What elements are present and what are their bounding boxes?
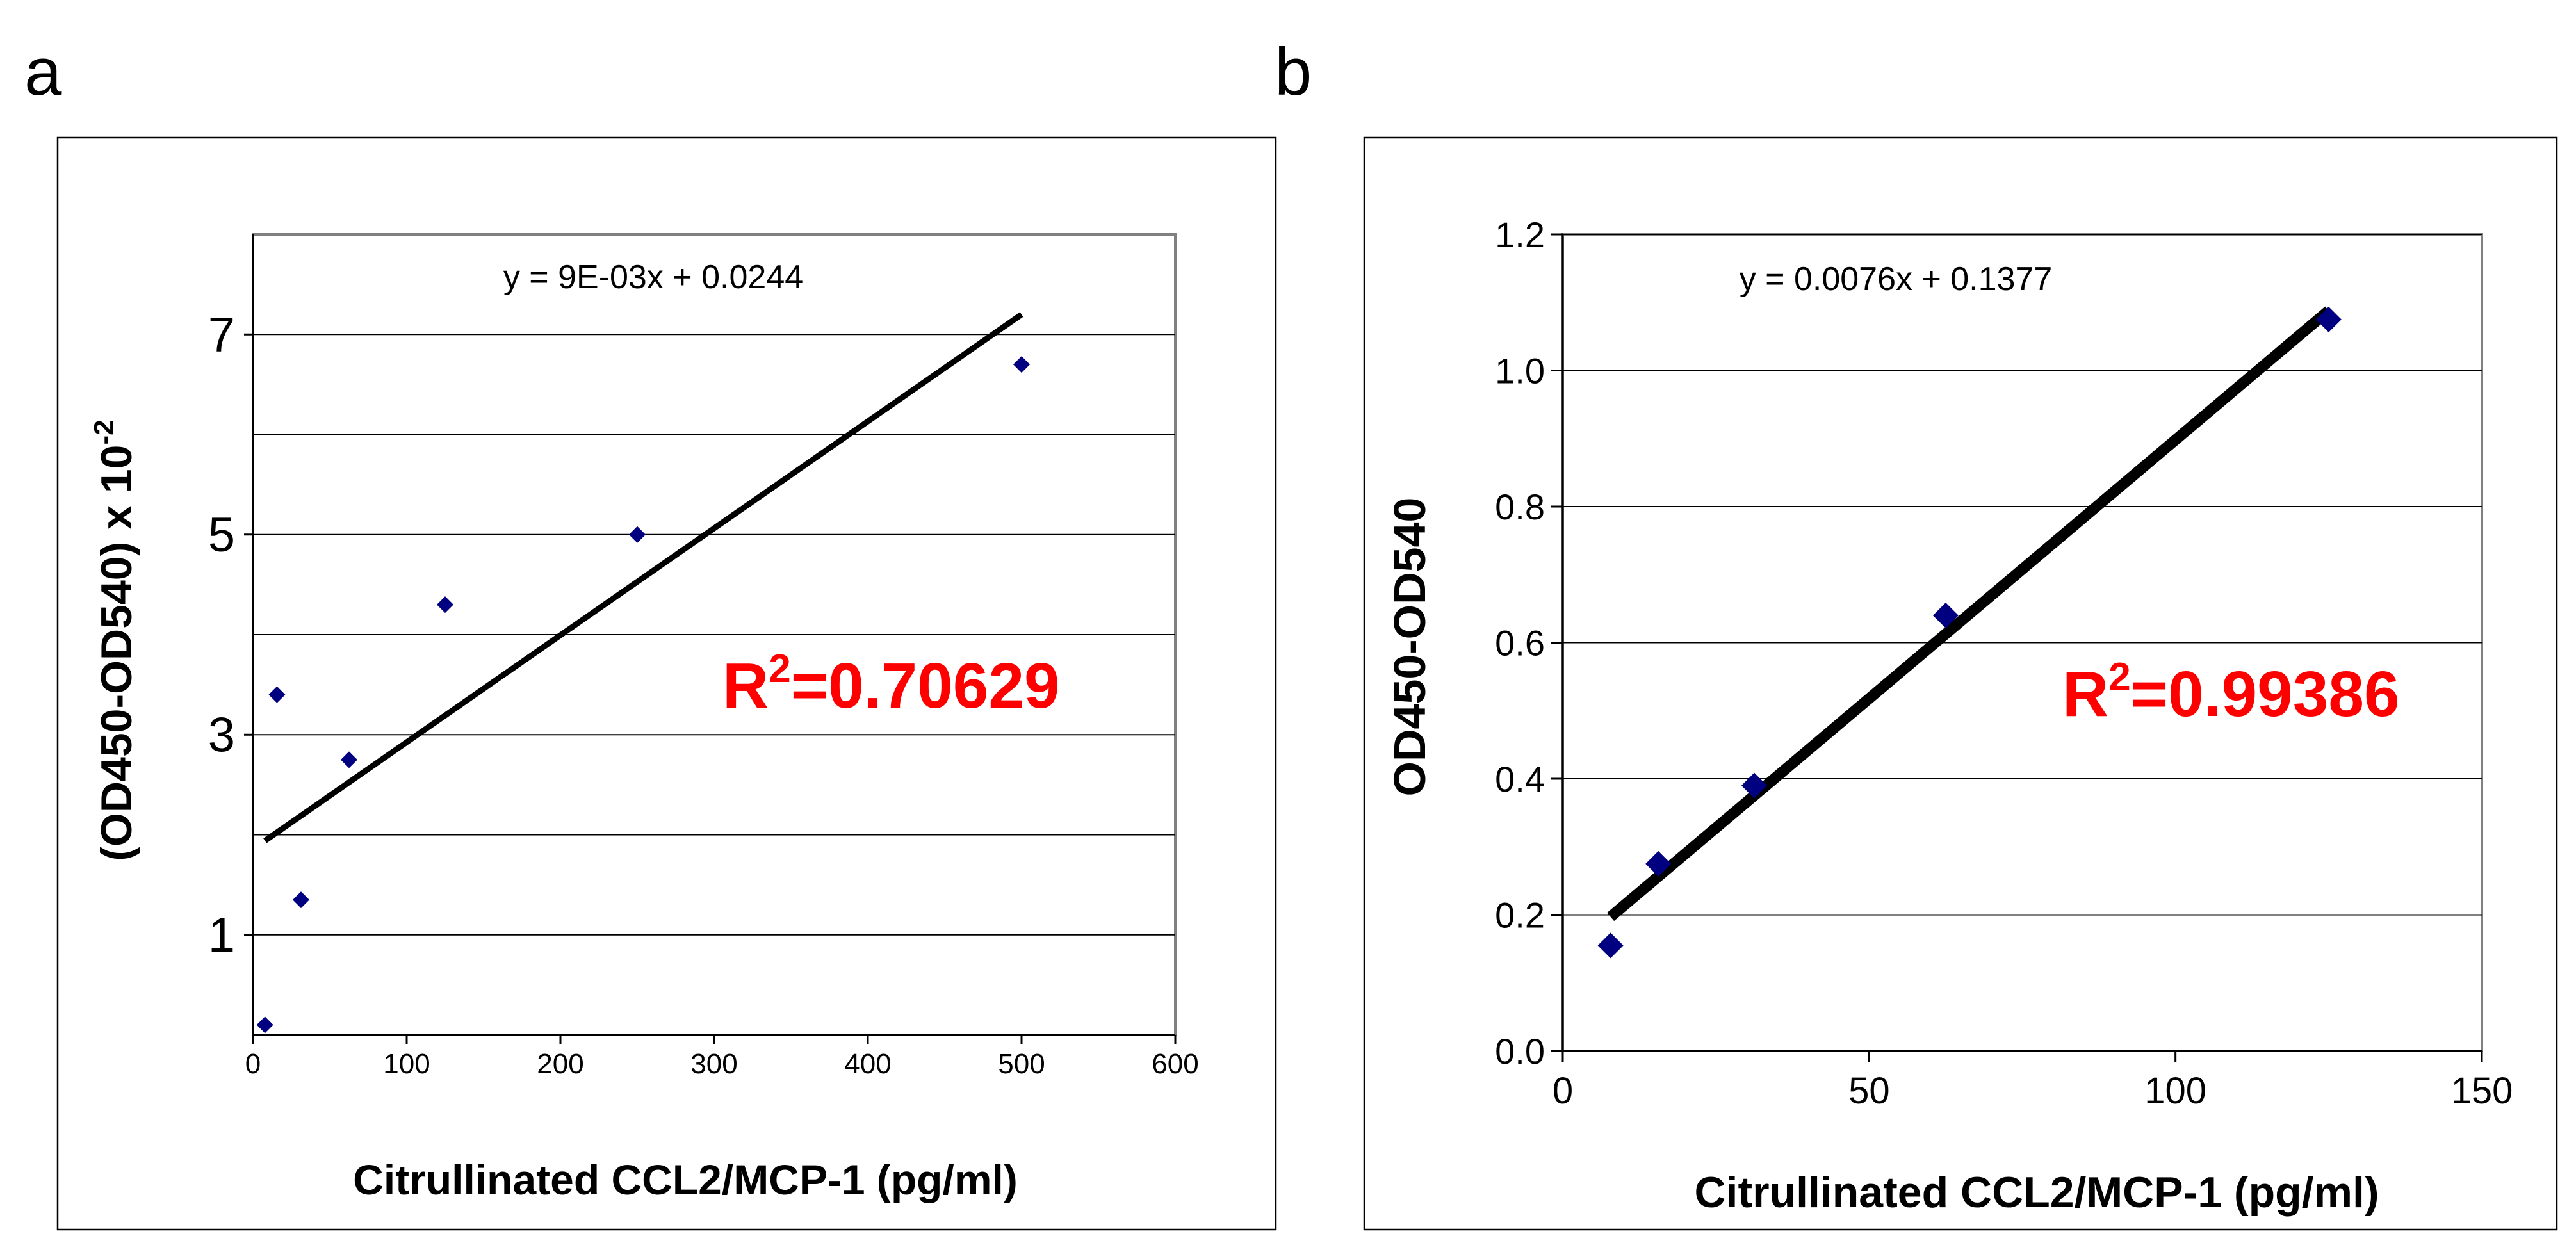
panel-a-x-ticks: 0 100 200 300 400 500 600: [245, 1035, 1199, 1080]
panel-b-data-points: [1597, 306, 2342, 959]
panel-b-y-tick-label-1: 0.2: [1495, 895, 1545, 936]
panel-b-trendline: [1607, 306, 2333, 922]
panel-a-r2-sup: 2: [769, 647, 790, 691]
panel-a-r-squared: R2=0.70629: [722, 647, 1060, 722]
panel-b: b 0 50 100 150 0.0 0.2 0.4 0.6 0.8 1.0 1.2 y = 0.…: [1275, 35, 2558, 1231]
panel-b-y-tick-label-5: 1.0: [1495, 351, 1545, 391]
panel-b-data-point-1: [1645, 850, 1672, 877]
panel-a-ylabel-main: (OD450-OD540) x 10: [92, 445, 141, 861]
panel-a-chart-frame: [56, 136, 1277, 1231]
panel-a-x-tick-label-4: 400: [844, 1048, 891, 1080]
panel-a-x-tick-label-3: 300: [690, 1048, 737, 1080]
panel-b-x-tick-label-0: 0: [1553, 1070, 1573, 1112]
panel-b-r2-value: =0.99386: [2131, 658, 2400, 730]
panel-a-data-point-3: [341, 751, 357, 768]
panel-a-ylabel-sup: -2: [88, 419, 120, 444]
panel-a-data-point-4: [437, 596, 453, 614]
panel-a-y-tick-label-2: 5: [208, 508, 235, 562]
panel-a-y-axis-title: (OD450-OD540) x 10-2: [88, 419, 141, 861]
panel-b-x-axis-title: Citrullinated CCL2/MCP-1 (pg/ml): [1694, 1168, 2379, 1217]
panel-a-r2-value: =0.70629: [791, 650, 1060, 722]
panel-a-letter: a: [24, 35, 62, 110]
panel-b-x-ticks: 0 50 100 150: [1553, 1051, 2513, 1112]
panel-b-data-point-4: [2315, 306, 2342, 332]
panel-a-data-point-2: [293, 891, 309, 909]
panel-b-x-tick-label-1: 50: [1848, 1070, 1890, 1112]
panel-a-y-tick-label-3: 7: [208, 307, 235, 362]
panel-a-x-tick-label-2: 200: [537, 1048, 583, 1080]
panel-a-y-tick-label-0: 1: [208, 908, 235, 963]
panel-a-data-point-1: [268, 686, 286, 703]
panel-b-equation: y = 0.0076x + 0.1377: [1740, 261, 2053, 298]
panel-b-r2-sup: 2: [2108, 655, 2130, 699]
panel-b-x-tick-label-3: 150: [2451, 1070, 2513, 1112]
panel-a-data-point-6: [1013, 356, 1030, 373]
panel-b-y-tick-label-6: 1.2: [1495, 215, 1545, 255]
panel-b-y-axis-title: OD450-OD540: [1385, 498, 1435, 797]
panel-a: a 0 100 200 300 400 500 600 1 3 5 7 y = 9E-03x + …: [24, 35, 1277, 1231]
panel-a-x-tick-label-6: 600: [1152, 1048, 1198, 1080]
panel-a-y-ticks: 1 3 5 7: [208, 307, 253, 963]
panel-b-y-tick-label-0: 0.0: [1495, 1031, 1545, 1071]
panel-a-x-tick-label-0: 0: [245, 1048, 261, 1080]
panel-b-r2-prefix: R: [2062, 658, 2108, 730]
panel-b-data-point-2: [1741, 772, 1767, 799]
panel-b-y-tick-label-4: 0.8: [1495, 487, 1545, 527]
panel-a-data-points: [256, 356, 1030, 1034]
panel-b-letter: b: [1275, 35, 1312, 110]
panel-b-r-squared: R2=0.99386: [2062, 655, 2400, 730]
panel-a-data-point-5: [629, 526, 646, 543]
panel-b-y-ticks: 0.0 0.2 0.4 0.6 0.8 1.0 1.2: [1495, 215, 1563, 1071]
panel-b-x-tick-label-2: 100: [2144, 1070, 2206, 1112]
panel-a-x-tick-label-5: 500: [998, 1048, 1045, 1080]
panel-a-equation: y = 9E-03x + 0.0244: [503, 259, 803, 296]
panel-a-x-axis-title: Citrullinated CCL2/MCP-1 (pg/ml): [353, 1156, 1018, 1203]
panel-b-y-tick-label-2: 0.4: [1495, 759, 1545, 799]
panel-a-data-point-0: [256, 1016, 273, 1034]
panel-b-y-tick-label-3: 0.6: [1495, 623, 1545, 663]
panel-a-r2-prefix: R: [722, 650, 769, 722]
panel-b-data-point-0: [1597, 932, 1624, 959]
panel-a-y-tick-label-1: 3: [208, 708, 235, 762]
panel-a-trendline: [263, 312, 1023, 843]
panel-b-data-point-3: [1932, 603, 1959, 628]
panel-a-x-tick-label-1: 100: [383, 1048, 430, 1080]
